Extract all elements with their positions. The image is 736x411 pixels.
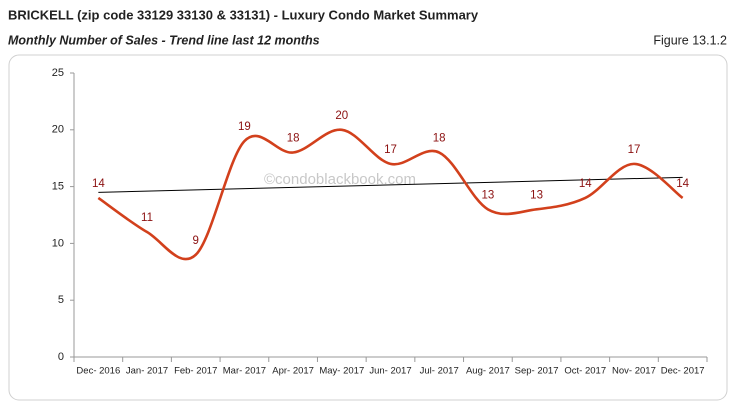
- data-label: 19: [238, 121, 251, 133]
- chart-frame: [8, 54, 728, 401]
- data-label: 20: [335, 110, 348, 122]
- x-tick-label: Dec- 2016: [76, 366, 120, 377]
- data-label: 17: [628, 144, 641, 156]
- data-label: 17: [384, 144, 397, 156]
- x-tick-label: Nov- 2017: [612, 366, 656, 377]
- x-tick-label: Jan- 2017: [126, 366, 168, 377]
- data-label: 13: [530, 189, 543, 201]
- data-label: 14: [676, 178, 689, 190]
- data-label: 9: [193, 235, 199, 247]
- x-tick-label: Oct- 2017: [564, 366, 606, 377]
- data-label: 18: [433, 133, 446, 145]
- x-tick-label: Sep- 2017: [515, 366, 559, 377]
- x-tick-label: Mar- 2017: [223, 366, 266, 377]
- chart-subtitle: Monthly Number of Sales - Trend line las…: [8, 33, 320, 47]
- data-label: 13: [481, 189, 494, 201]
- x-tick-label: Jul- 2017: [420, 366, 459, 377]
- data-line: [97, 128, 684, 261]
- y-tick-label: 0: [58, 351, 64, 363]
- watermark: ©condoblackbook.com: [264, 171, 416, 188]
- x-tick-label: May- 2017: [319, 366, 364, 377]
- y-tick-label: 20: [52, 124, 64, 136]
- x-tick-label: Jun- 2017: [369, 366, 411, 377]
- y-tick-label: 5: [58, 294, 64, 306]
- data-label: 11: [141, 212, 153, 224]
- data-label: 18: [287, 133, 300, 145]
- y-tick-label: 10: [52, 237, 64, 249]
- y-tick-label: 25: [52, 67, 64, 79]
- trend-line: [98, 176, 683, 193]
- data-label: 14: [92, 178, 105, 190]
- chart-title: BRICKELL (zip code 33129 33130 & 33131) …: [8, 7, 479, 22]
- data-label: 14: [579, 178, 592, 190]
- x-tick-label: Feb- 2017: [174, 366, 217, 377]
- y-tick-label: 15: [52, 181, 64, 193]
- x-tick-label: Dec- 2017: [661, 366, 705, 377]
- x-tick-label: Apr- 2017: [272, 366, 314, 377]
- x-tick-label: Aug- 2017: [466, 366, 510, 377]
- figure-label: Figure 13.1.2: [653, 33, 727, 47]
